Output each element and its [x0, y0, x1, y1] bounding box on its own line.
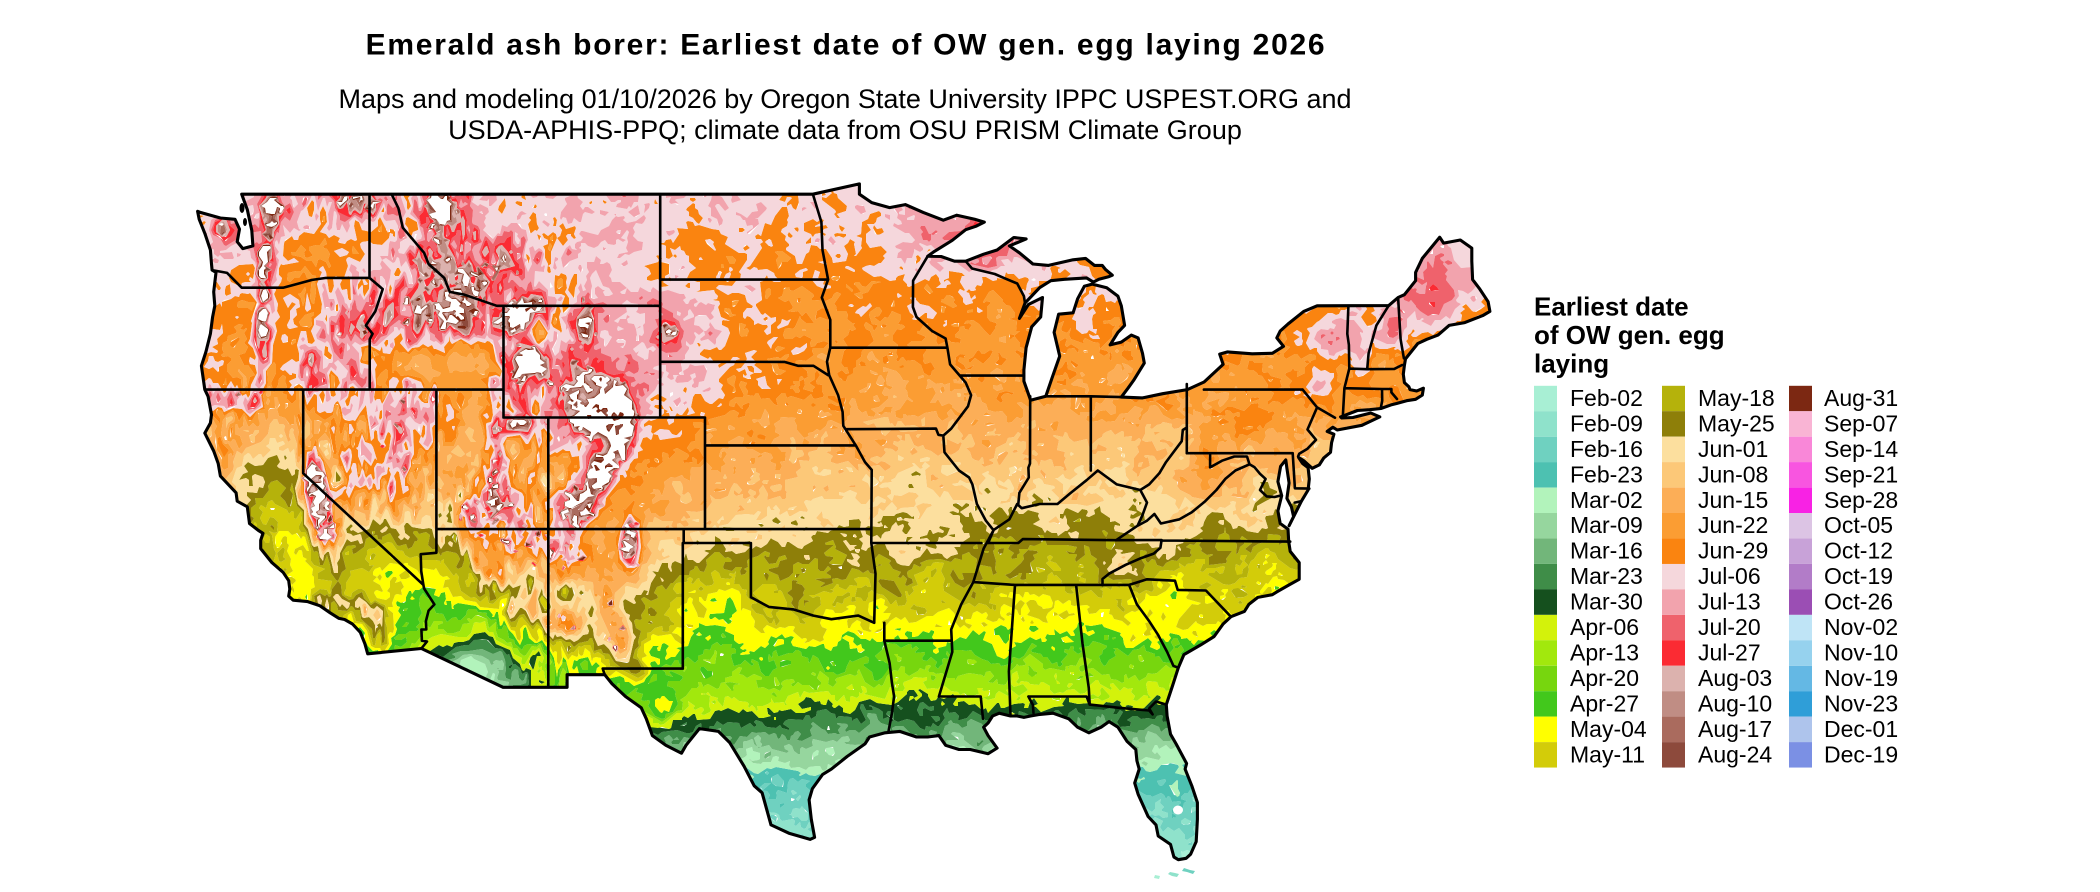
- svg-text:Aug-10: Aug-10: [1698, 690, 1772, 716]
- svg-text:Jun-01: Jun-01: [1698, 436, 1768, 462]
- svg-text:May-04: May-04: [1570, 716, 1647, 742]
- svg-text:Aug-24: Aug-24: [1698, 741, 1772, 767]
- svg-text:Maps and modeling 01/10/2026 b: Maps and modeling 01/10/2026 by Oregon S…: [338, 84, 1351, 114]
- svg-text:Nov-19: Nov-19: [1824, 665, 1898, 691]
- svg-text:Feb-09: Feb-09: [1570, 410, 1643, 436]
- svg-text:Apr-27: Apr-27: [1570, 690, 1639, 716]
- svg-text:Sep-07: Sep-07: [1824, 410, 1898, 436]
- svg-text:of OW gen. egg: of OW gen. egg: [1534, 320, 1725, 350]
- svg-text:Jul-27: Jul-27: [1698, 640, 1761, 666]
- svg-text:Feb-23: Feb-23: [1570, 461, 1643, 487]
- svg-text:Jun-08: Jun-08: [1698, 461, 1768, 487]
- svg-text:Jun-22: Jun-22: [1698, 512, 1768, 538]
- svg-text:Aug-31: Aug-31: [1824, 385, 1898, 411]
- svg-text:laying: laying: [1534, 349, 1609, 379]
- svg-text:Nov-23: Nov-23: [1824, 690, 1898, 716]
- svg-text:Feb-02: Feb-02: [1570, 385, 1643, 411]
- svg-text:Apr-13: Apr-13: [1570, 640, 1639, 666]
- svg-text:Feb-16: Feb-16: [1570, 436, 1643, 462]
- svg-text:Oct-26: Oct-26: [1824, 589, 1893, 615]
- svg-text:Oct-05: Oct-05: [1824, 512, 1893, 538]
- svg-text:Nov-10: Nov-10: [1824, 640, 1898, 666]
- svg-text:Oct-12: Oct-12: [1824, 538, 1893, 564]
- svg-text:Jul-06: Jul-06: [1698, 563, 1761, 589]
- svg-text:Earliest date: Earliest date: [1534, 292, 1689, 322]
- svg-text:May-25: May-25: [1698, 410, 1775, 436]
- svg-text:Nov-02: Nov-02: [1824, 614, 1898, 640]
- svg-text:Sep-14: Sep-14: [1824, 436, 1898, 462]
- svg-text:Jun-29: Jun-29: [1698, 538, 1768, 564]
- svg-text:Emerald ash borer: Earliest da: Emerald ash borer: Earliest date of OW g…: [366, 29, 1327, 62]
- svg-text:Aug-03: Aug-03: [1698, 665, 1772, 691]
- svg-text:Dec-01: Dec-01: [1824, 716, 1898, 742]
- svg-text:Jul-20: Jul-20: [1698, 614, 1761, 640]
- svg-text:Apr-06: Apr-06: [1570, 614, 1639, 640]
- svg-text:May-18: May-18: [1698, 385, 1775, 411]
- svg-text:Apr-20: Apr-20: [1570, 665, 1639, 691]
- svg-text:Aug-17: Aug-17: [1698, 716, 1772, 742]
- svg-text:Mar-02: Mar-02: [1570, 487, 1643, 513]
- svg-text:Sep-21: Sep-21: [1824, 461, 1898, 487]
- svg-text:Mar-30: Mar-30: [1570, 589, 1643, 615]
- svg-text:Dec-19: Dec-19: [1824, 741, 1898, 767]
- svg-text:May-11: May-11: [1570, 741, 1645, 767]
- svg-text:Mar-23: Mar-23: [1570, 563, 1643, 589]
- svg-text:Sep-28: Sep-28: [1824, 487, 1898, 513]
- svg-text:Jun-15: Jun-15: [1698, 487, 1768, 513]
- svg-text:Mar-09: Mar-09: [1570, 512, 1643, 538]
- svg-text:Jul-13: Jul-13: [1698, 589, 1761, 615]
- svg-text:USDA-APHIS-PPQ; climate data f: USDA-APHIS-PPQ; climate data from OSU PR…: [448, 115, 1242, 145]
- svg-text:Mar-16: Mar-16: [1570, 538, 1643, 564]
- svg-text:Oct-19: Oct-19: [1824, 563, 1893, 589]
